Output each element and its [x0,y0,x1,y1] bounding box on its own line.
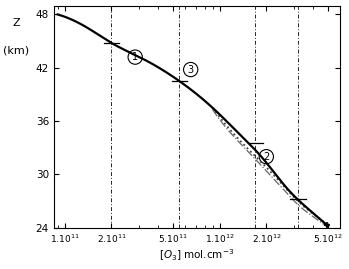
Text: Z: Z [13,18,20,28]
Text: 2: 2 [263,152,269,162]
X-axis label: $[O_3]$ mol.cm$^{-3}$: $[O_3]$ mol.cm$^{-3}$ [159,248,235,263]
Text: (km): (km) [3,45,30,55]
Text: 3: 3 [188,65,194,75]
Text: 1: 1 [132,52,138,62]
